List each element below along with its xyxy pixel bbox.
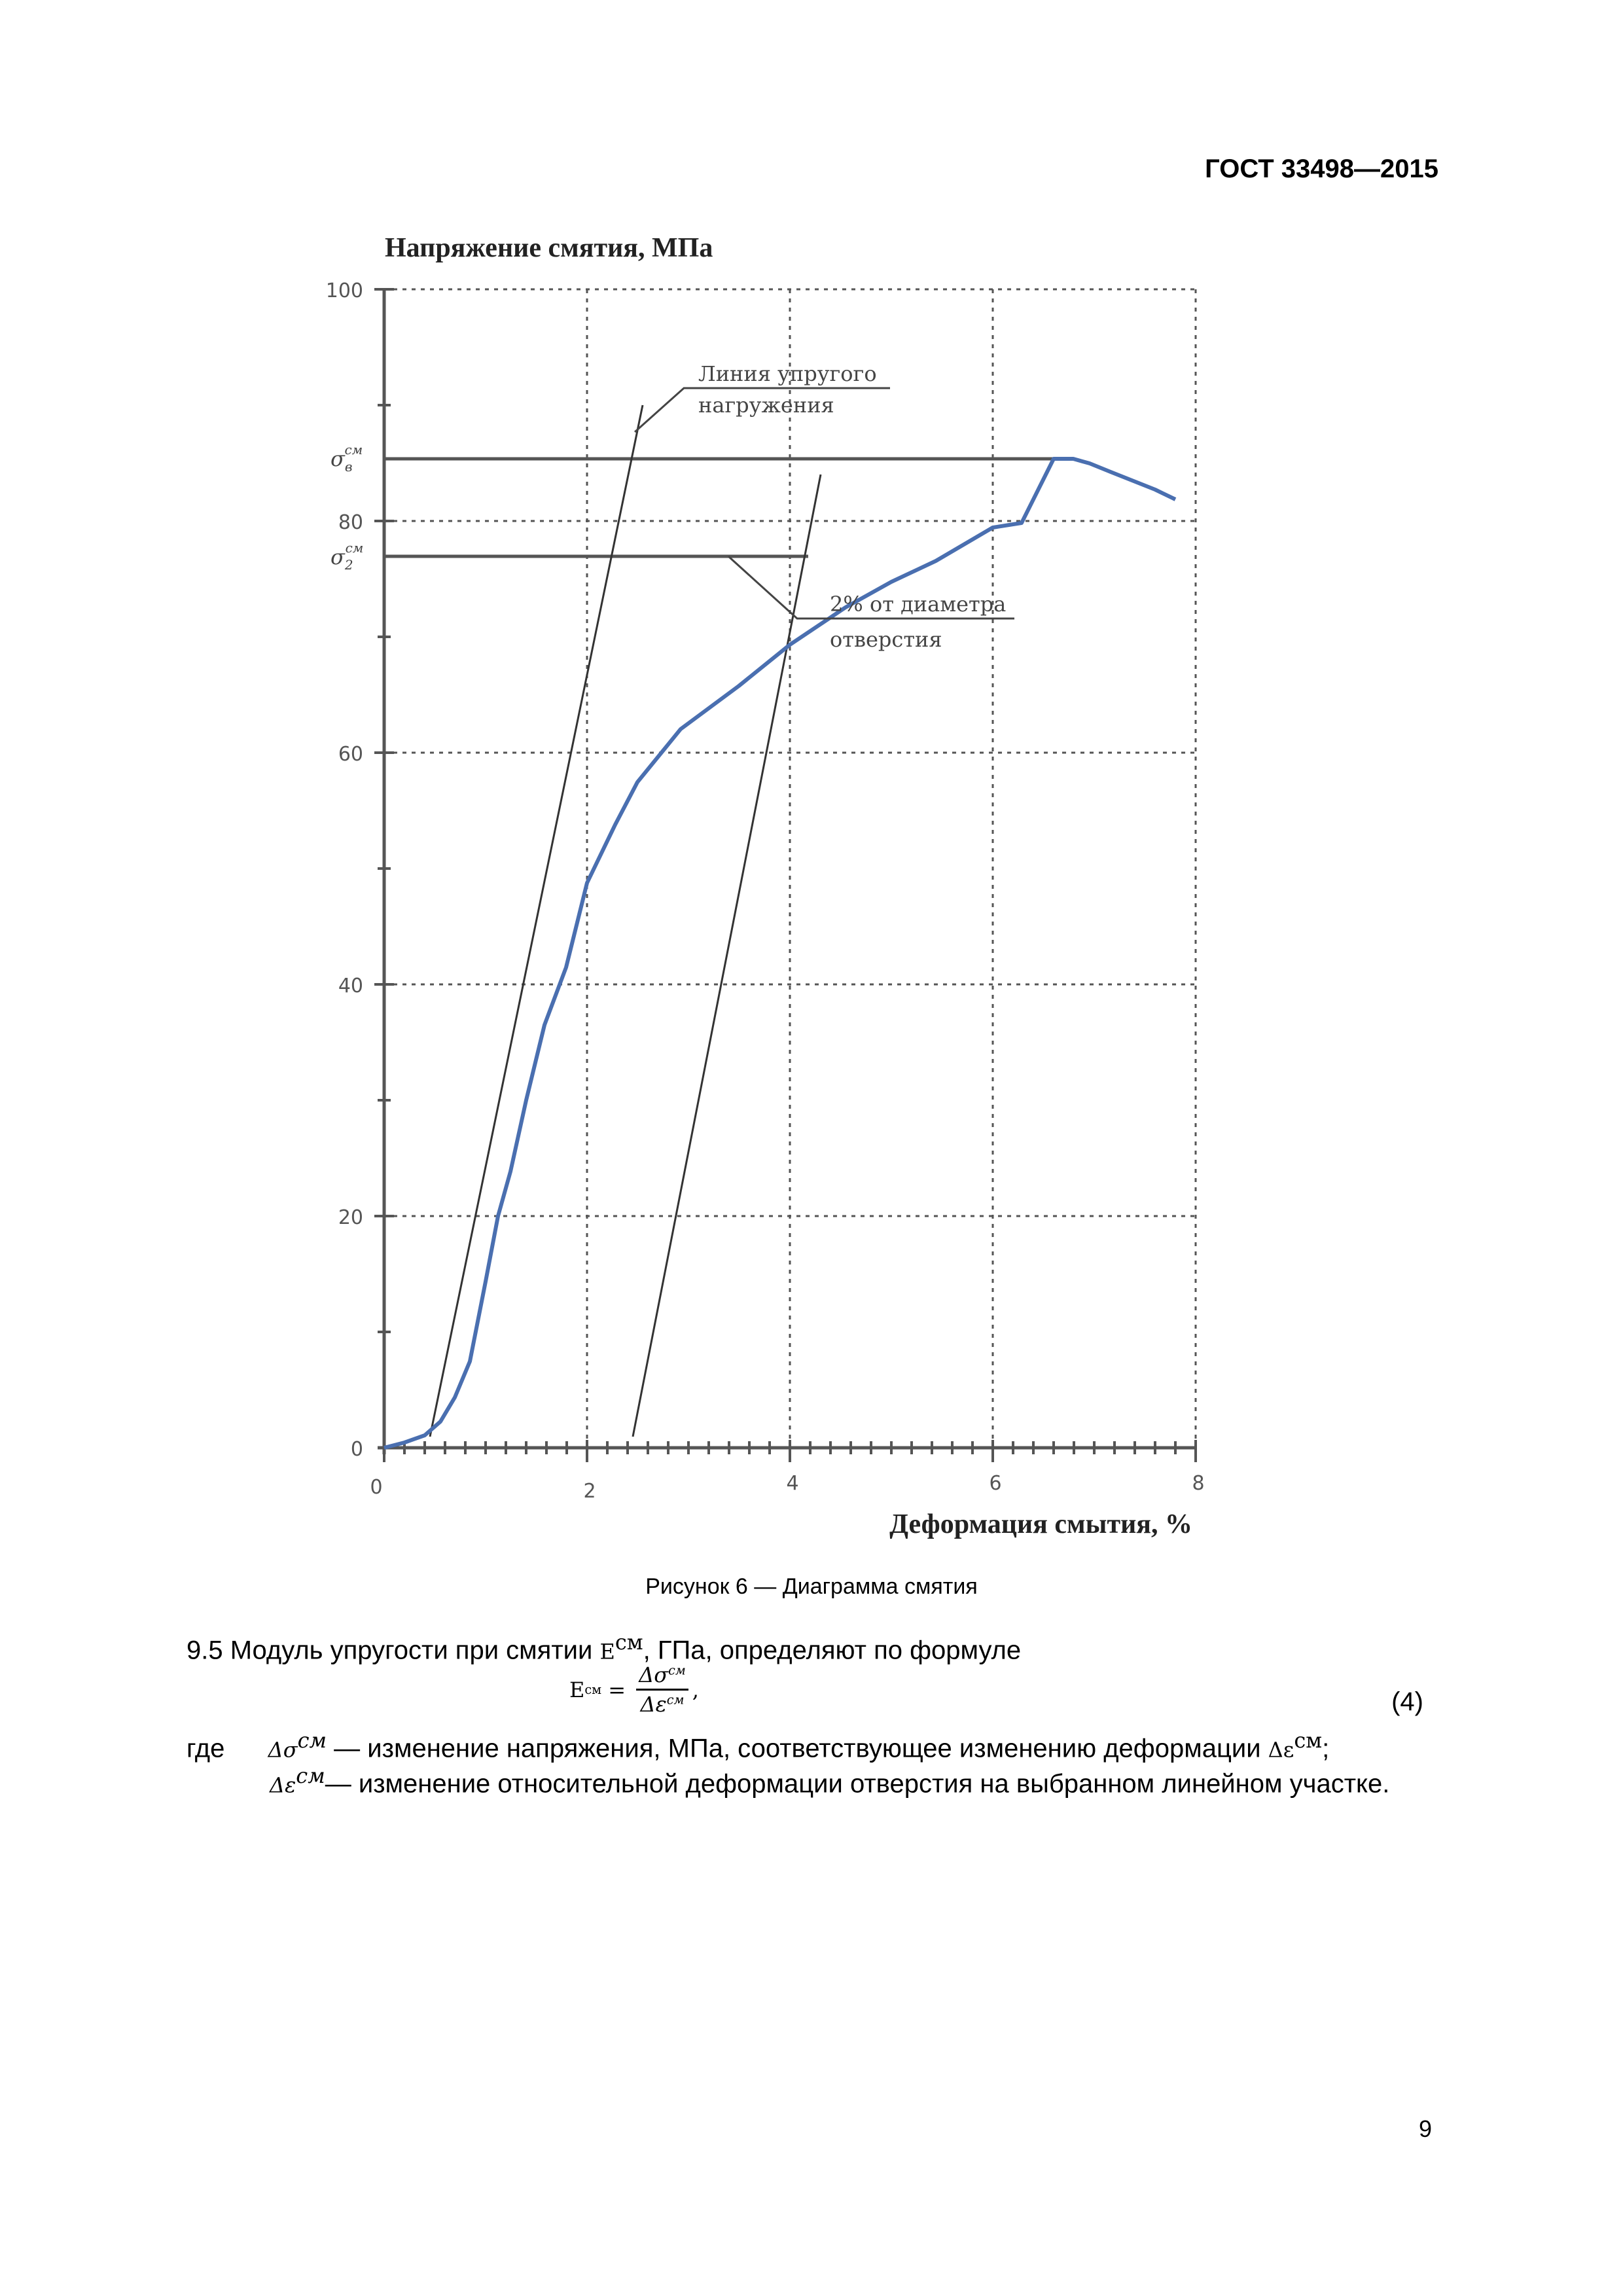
x-tick-2: 2 (583, 1480, 596, 1503)
figure-caption: Рисунок 6 — Диаграмма смятия (645, 1574, 978, 1599)
chart-x-title: Деформация смытия, % (889, 1509, 1192, 1539)
document-standard-header: ГОСТ 33498—2015 (1205, 154, 1438, 183)
where-definition-strain: Δεсм— изменение относительной деформации… (270, 1763, 1390, 1799)
page-number: 9 (1419, 2115, 1433, 2142)
y-tick-0: 0 (351, 1438, 363, 1461)
annotation-elastic-line1: Линия упругого (698, 361, 877, 386)
sigma-2-label: σ2см (330, 540, 363, 573)
annotation-leaders (634, 387, 1014, 620)
x-tick-0: 0 (370, 1476, 382, 1499)
annotation-offset-line2: отверстия (830, 627, 942, 652)
reference-lines (384, 457, 1060, 558)
x-tick-6: 6 (989, 1472, 1001, 1495)
offset-2-percent-line (632, 474, 822, 1437)
bearing-stress-chart: Напряжение смятия, МПа (326, 233, 1205, 1539)
equation-number: (4) (1391, 1687, 1423, 1716)
y-tick-80: 80 (338, 511, 363, 534)
y-axis-ticks (374, 288, 394, 1333)
x-axis-ticks (383, 1440, 1197, 1462)
chart-axes (378, 289, 1196, 1454)
y-tick-100: 100 (326, 279, 363, 302)
y-tick-40: 40 (338, 975, 363, 997)
x-tick-8: 8 (1192, 1472, 1204, 1495)
stress-strain-curve (383, 457, 1177, 1450)
sigma-b-label: σвсм (330, 442, 363, 475)
elastic-loading-line (429, 404, 644, 1437)
annotation-elastic-line2: нагружения (698, 393, 834, 418)
where-definition-stress: где Δσсм — изменение напряжения, МПа, со… (187, 1728, 1330, 1763)
y-tick-60: 60 (338, 743, 363, 766)
chart-grid (384, 288, 1197, 1448)
annotation-offset-line1: 2% от диаметра (830, 592, 1006, 617)
y-tick-20: 20 (338, 1206, 363, 1229)
x-tick-4: 4 (786, 1472, 798, 1495)
section-9-5-paragraph: 9.5 Модуль упругости при смятии Eсм, ГПа… (187, 1630, 1022, 1665)
chart-y-title: Напряжение смятия, МПа (385, 233, 713, 263)
formula-fraction: Δσсм Δεсм (636, 1662, 688, 1717)
